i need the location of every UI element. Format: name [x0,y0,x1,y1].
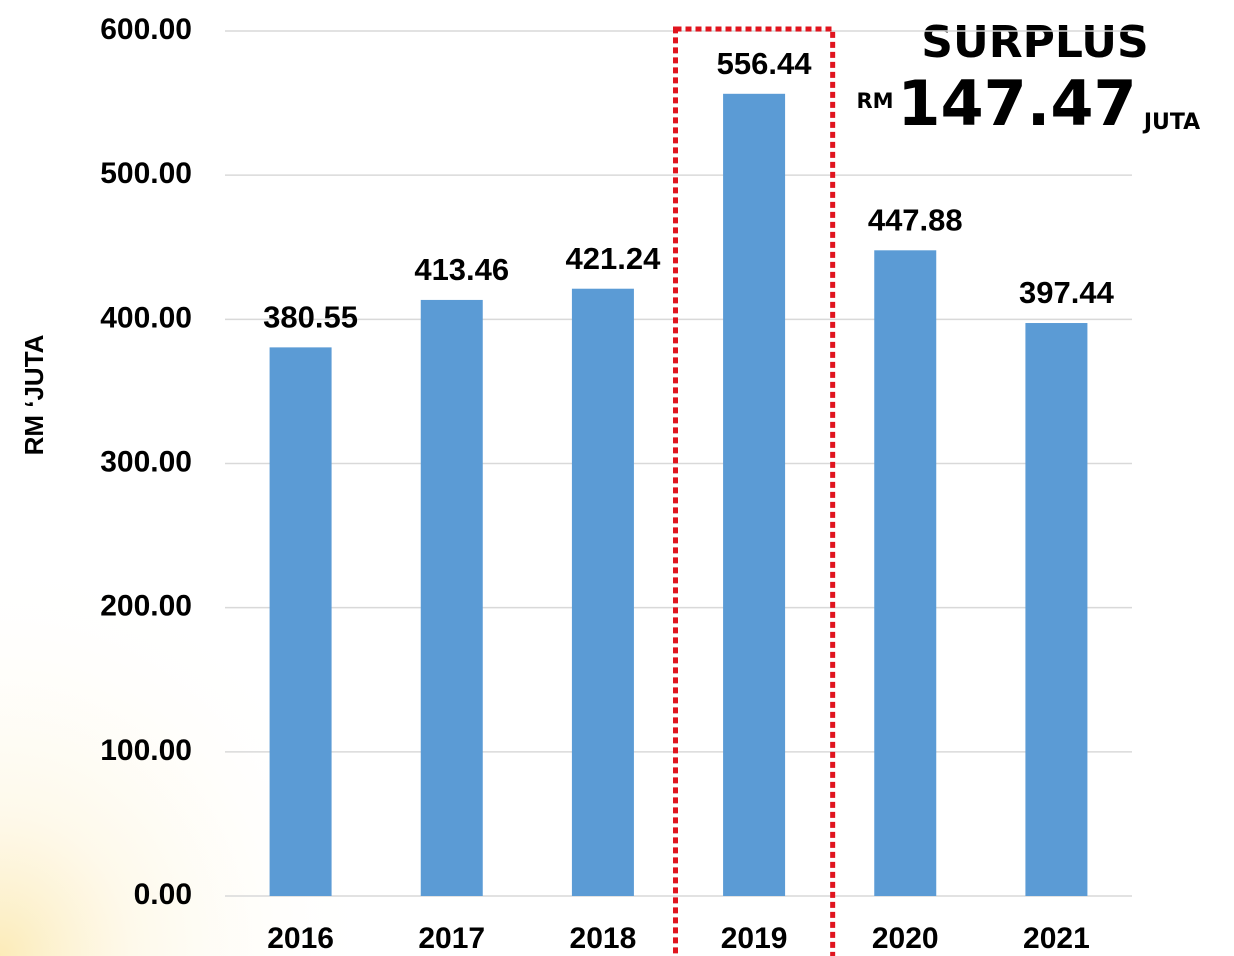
y-tick-label: 600.00 [100,13,192,46]
data-label: 397.44 [1019,275,1115,310]
annotation-value: 147.47 [897,67,1136,140]
x-tick-label: 2016 [267,922,334,955]
background-glow [0,500,420,956]
data-label: 413.46 [414,252,509,287]
x-tick-label: 2021 [1023,922,1090,955]
bar [420,299,483,897]
bar [1025,323,1088,896]
annotation-prefix: RM [856,89,893,113]
x-tick-label: 2018 [570,922,637,955]
bar [571,288,634,896]
y-tick-label: 400.00 [100,301,192,334]
y-tick-label: 100.00 [100,734,192,767]
y-tick-label: 500.00 [100,157,192,190]
data-label: 380.55 [263,300,358,335]
annotation-title: SURPLUS [921,17,1148,68]
bar [269,347,332,896]
data-label: 556.44 [717,46,813,81]
data-label: 421.24 [566,241,662,276]
y-axis-label: RM ‘JUTA [19,334,49,455]
x-tick-label: 2017 [418,922,485,955]
y-tick-label: 0.00 [134,878,192,911]
highlight-box [673,26,836,956]
y-tick-label: 300.00 [100,445,192,478]
x-tick-label: 2019 [721,922,788,955]
bar [723,93,786,896]
data-label: 447.88 [868,202,963,237]
bar [874,250,937,896]
x-tick-label: 2020 [872,922,939,955]
annotation-unit: JUTA [1142,110,1200,135]
y-tick-label: 200.00 [100,590,192,623]
